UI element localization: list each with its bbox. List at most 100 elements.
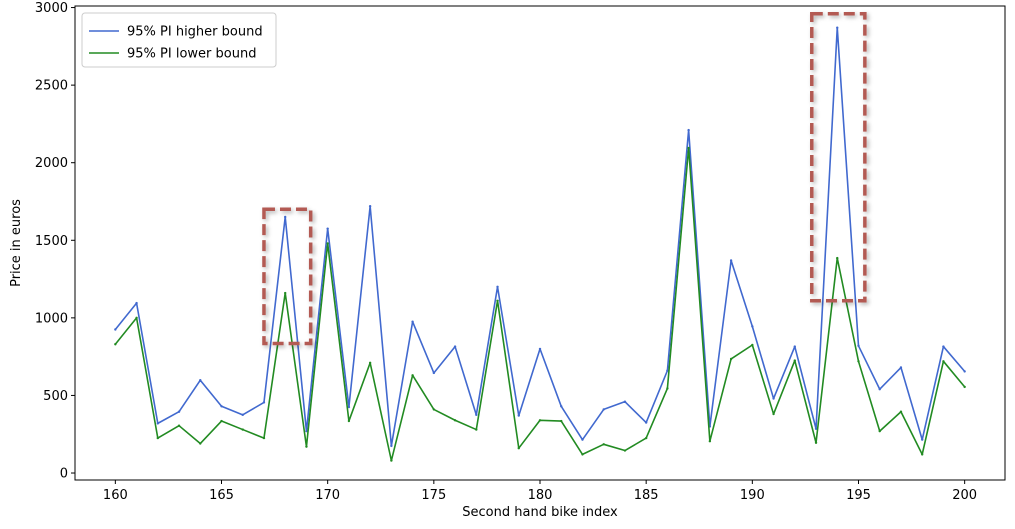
data-point-higher-bound [114, 328, 117, 331]
data-point-lower-bound [114, 343, 117, 346]
data-point-higher-bound [326, 227, 329, 230]
x-tick-label: 175 [421, 488, 446, 503]
data-point-lower-bound [135, 316, 138, 320]
x-axis-label: Second hand bike index [462, 505, 618, 520]
data-point-lower-bound [496, 299, 499, 302]
data-point-higher-bound [942, 345, 945, 348]
y-tick-label: 0 [60, 467, 68, 482]
data-point-higher-bound [347, 405, 351, 409]
y-tick-label: 1000 [35, 311, 68, 326]
data-point-lower-bound [177, 424, 181, 427]
data-point-lower-bound [284, 291, 287, 295]
data-point-higher-bound [156, 422, 160, 425]
data-point-higher-bound [538, 347, 542, 351]
annotations [262, 12, 867, 346]
data-point-higher-bound [772, 397, 775, 400]
data-point-higher-bound [623, 400, 627, 403]
data-point-lower-bound [538, 419, 542, 422]
data-point-lower-bound [368, 361, 372, 365]
data-point-higher-bound [284, 215, 287, 219]
data-point-lower-bound [729, 357, 733, 361]
data-point-higher-bound [135, 301, 138, 305]
data-point-lower-bound [560, 419, 563, 423]
data-point-higher-bound [878, 388, 881, 391]
data-point-lower-bound [899, 410, 903, 413]
data-point-lower-bound [199, 442, 202, 445]
data-point-higher-bound [241, 413, 244, 417]
data-point-lower-bound [517, 446, 520, 450]
y-axis-ticks: 0 500 1000 1500 2000 2500 3000 [35, 1, 75, 482]
y-axis-label: Price in euros [9, 199, 24, 287]
data-point-lower-bound [453, 419, 457, 422]
data-point-lower-bound [602, 443, 605, 446]
data-point-higher-bound [496, 285, 499, 289]
data-point-lower-bound [666, 387, 669, 390]
x-tick-label: 185 [634, 488, 659, 503]
data-point-higher-bound [453, 345, 457, 348]
data-point-higher-bound [475, 413, 478, 417]
highlight-box-1 [262, 207, 313, 346]
data-point-higher-bound [666, 369, 669, 372]
data-point-lower-bound [793, 359, 796, 362]
x-tick-label: 180 [528, 488, 553, 503]
x-axis-ticks: 160 165 170 175 180 185 190 195 200 [103, 480, 977, 503]
legend-box [81, 12, 277, 68]
data-point-lower-bound [772, 412, 775, 416]
data-point-lower-bound [942, 360, 945, 363]
data-point-higher-bound [899, 366, 903, 369]
y-tick-label: 3000 [35, 1, 68, 16]
data-point-higher-bound [751, 325, 754, 328]
data-point-higher-bound [305, 429, 308, 433]
data-point-lower-bound [326, 242, 329, 245]
legend-entry-lower-bound: 95% PI lower bound [127, 47, 256, 62]
legend: 95% PI higher bound 95% PI lower bound [81, 12, 277, 68]
data-point-higher-bound [220, 405, 223, 408]
data-point-higher-bound [390, 444, 393, 448]
x-tick-label: 190 [740, 488, 765, 503]
data-point-higher-bound [177, 410, 181, 413]
data-point-lower-bound [411, 374, 414, 377]
x-tick-label: 200 [952, 488, 977, 503]
x-tick-label: 160 [103, 488, 128, 503]
data-point-lower-bound [220, 419, 223, 423]
data-point-lower-bound [814, 441, 818, 444]
plot-area [114, 26, 966, 462]
data-point-higher-bound [262, 401, 266, 404]
data-point-lower-bound [857, 360, 860, 363]
data-point-higher-bound [729, 259, 733, 262]
data-point-higher-bound [560, 405, 563, 408]
data-point-lower-bound [475, 428, 478, 431]
y-tick-label: 2000 [35, 156, 68, 171]
data-point-lower-bound [878, 429, 881, 433]
data-point-higher-bound [581, 438, 584, 441]
data-point-lower-bound [687, 146, 690, 150]
data-point-higher-bound [920, 438, 924, 441]
x-tick-label: 170 [315, 488, 340, 503]
data-point-higher-bound [602, 408, 605, 411]
data-point-lower-bound [347, 419, 351, 423]
data-point-higher-bound [368, 204, 372, 208]
data-point-lower-bound [963, 385, 966, 389]
data-point-lower-bound [644, 436, 648, 440]
data-point-higher-bound [836, 26, 839, 29]
data-point-lower-bound [708, 440, 712, 443]
y-tick-label: 1500 [35, 234, 68, 249]
data-point-higher-bound [517, 414, 520, 417]
data-point-lower-bound [305, 445, 308, 448]
legend-entry-higher-bound: 95% PI higher bound [127, 25, 263, 40]
y-tick-label: 500 [43, 389, 68, 404]
data-point-higher-bound [963, 370, 966, 373]
data-point-lower-bound [623, 449, 627, 452]
data-point-lower-bound [751, 343, 754, 347]
data-point-higher-bound [432, 371, 436, 375]
data-point-higher-bound [644, 421, 648, 424]
data-point-higher-bound [411, 320, 414, 323]
data-point-lower-bound [241, 428, 244, 431]
data-point-higher-bound [857, 344, 860, 347]
data-point-higher-bound [814, 427, 818, 430]
data-point-lower-bound [156, 436, 160, 440]
data-point-higher-bound [793, 345, 796, 348]
data-point-lower-bound [920, 453, 924, 456]
data-point-lower-bound [581, 453, 584, 456]
